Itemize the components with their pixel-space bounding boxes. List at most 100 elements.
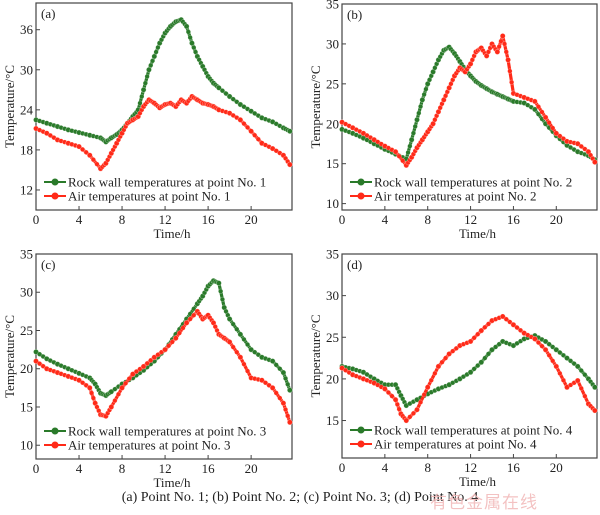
data-point — [86, 384, 93, 391]
data-point — [424, 384, 431, 391]
data-point — [162, 346, 168, 353]
data-point — [286, 419, 293, 426]
data-point — [277, 395, 283, 401]
data-point — [509, 79, 515, 85]
data-point — [498, 38, 504, 44]
x-tick-label: 12 — [464, 460, 477, 475]
y-tick-label: 18 — [20, 142, 33, 157]
data-point — [553, 363, 560, 370]
x-axis-label: Time/h — [153, 226, 191, 241]
data-point — [237, 331, 244, 338]
data-point — [166, 343, 172, 349]
data-point — [83, 149, 89, 155]
data-point — [467, 369, 474, 376]
data-point — [439, 359, 445, 365]
data-point — [421, 91, 427, 98]
data-point — [407, 401, 413, 407]
data-point — [408, 136, 415, 143]
data-point — [546, 120, 552, 126]
y-tick-label: 35 — [326, 0, 339, 12]
x-tick-label: 20 — [550, 212, 563, 227]
legend-item: Rock wall temperatures at point No. 1 — [44, 175, 266, 190]
data-point — [230, 344, 236, 350]
data-point — [443, 355, 449, 361]
data-point — [151, 354, 158, 361]
series-line — [34, 309, 292, 424]
y-axis-label: Temperature/°C — [308, 66, 323, 149]
data-point — [180, 325, 186, 331]
data-point — [223, 308, 229, 314]
data-point — [237, 354, 244, 361]
data-point — [273, 390, 279, 396]
watermark: 有色金属在线 — [430, 493, 538, 513]
data-point — [364, 371, 370, 378]
data-point — [226, 339, 233, 345]
data-point — [230, 96, 236, 102]
data-point — [471, 335, 477, 341]
data-point — [37, 351, 43, 357]
data-point — [467, 338, 474, 345]
data-point — [146, 66, 152, 73]
data-point — [414, 116, 420, 123]
data-point — [478, 327, 485, 334]
data-point — [144, 73, 150, 80]
data-point — [475, 363, 481, 369]
data-point — [33, 358, 39, 364]
data-point — [389, 393, 395, 399]
y-tick-label: 10 — [20, 438, 33, 453]
data-point — [507, 68, 513, 74]
data-point — [343, 367, 349, 373]
data-point — [148, 62, 154, 68]
data-point — [410, 410, 416, 416]
y-tick-label: 25 — [20, 323, 33, 338]
legend-swatch-marker — [357, 440, 365, 448]
legend-item: Air temperatures at point No. 3 — [44, 438, 230, 453]
y-tick-label: 20 — [20, 361, 33, 376]
data-point — [525, 102, 531, 108]
data-point — [428, 377, 434, 383]
data-point — [588, 152, 594, 158]
legend-swatch-marker — [357, 426, 365, 434]
data-point — [585, 148, 592, 155]
data-point — [258, 377, 265, 384]
data-point — [219, 296, 225, 302]
legend: Rock wall temperatures at point No. 4Air… — [350, 423, 573, 452]
y-tick-label: 30 — [326, 36, 339, 51]
data-point — [252, 132, 258, 138]
x-tick-label: 4 — [382, 212, 389, 227]
data-point — [564, 355, 570, 361]
data-point — [230, 321, 236, 327]
data-point — [252, 349, 258, 355]
data-point — [499, 313, 506, 320]
data-point — [578, 385, 584, 391]
data-point — [446, 351, 453, 357]
data-point — [108, 404, 115, 410]
figure-canvas: 0 4 8 12 16 20 12 18 24 30 36 Time/h Temperature/°C (… — [2, 0, 598, 490]
data-point — [282, 375, 289, 381]
data-point — [407, 414, 413, 420]
legend-item: Rock wall temperatures at point No. 3 — [44, 424, 266, 439]
data-point — [494, 49, 501, 55]
data-point — [89, 390, 95, 396]
legend-swatch-marker — [51, 427, 59, 435]
data-point — [43, 130, 50, 137]
data-point — [244, 124, 251, 130]
panel-a: 0 4 8 12 16 20 12 18 24 30 36 Time/h Temperature/°C (… — [2, 2, 293, 241]
data-point — [448, 81, 454, 87]
legend-label: Rock wall temperatures at point No. 4 — [374, 423, 573, 438]
data-point — [531, 106, 538, 113]
data-point — [557, 133, 563, 139]
legend-label: Rock wall temperatures at point No. 2 — [374, 175, 572, 190]
data-point — [568, 382, 574, 388]
data-point — [412, 123, 418, 129]
data-point — [535, 104, 541, 110]
data-point — [115, 391, 122, 397]
data-point — [582, 393, 588, 399]
data-point — [414, 406, 420, 413]
data-point — [176, 330, 182, 336]
data-point — [262, 380, 269, 386]
data-point — [151, 53, 158, 60]
legend-label: Air temperatures at point No. 4 — [374, 437, 537, 452]
panel-d: 0 4 8 12 16 20 15 20 25 30 35 Time/h Temperature/°C (… — [308, 247, 598, 489]
data-point — [273, 148, 279, 154]
